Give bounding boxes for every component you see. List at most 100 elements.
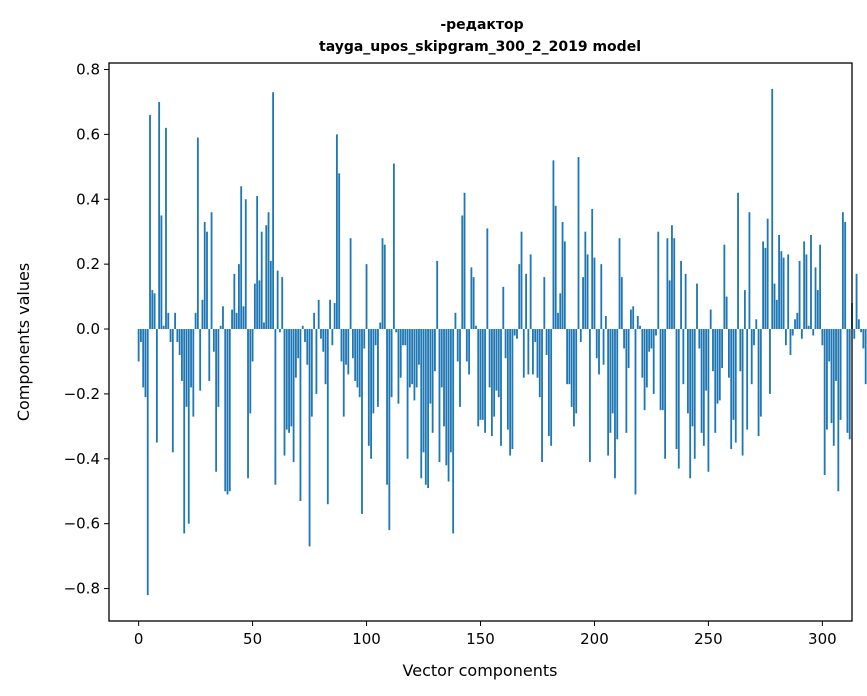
bar-316	[857, 319, 860, 330]
bar-103	[372, 329, 375, 414]
bar-101	[367, 329, 370, 446]
bar-241	[686, 329, 689, 414]
y-tick-label: −0.2	[64, 385, 100, 403]
bar-196	[584, 231, 587, 330]
bar-67	[290, 329, 293, 427]
bar-28	[201, 299, 204, 330]
bar-260	[730, 329, 733, 450]
bar-84	[329, 299, 331, 330]
bar-116	[402, 329, 404, 346]
bar-60	[274, 329, 277, 485]
bar-79	[317, 299, 320, 330]
bar-224	[648, 329, 651, 352]
bar-135	[445, 329, 448, 466]
bar-140	[456, 329, 459, 362]
bar-3	[144, 329, 147, 398]
bar-230	[661, 329, 664, 411]
bar-171	[527, 329, 530, 375]
bar-309	[841, 212, 844, 330]
bar-319	[864, 329, 867, 385]
bar-128	[429, 329, 432, 404]
bar-9	[158, 101, 161, 330]
bar-139	[454, 312, 457, 330]
bar-118	[406, 329, 409, 459]
bar-249	[705, 329, 708, 391]
bar-49	[249, 329, 252, 414]
bar-232	[666, 238, 669, 330]
chart-title-line1: -редактор	[440, 17, 523, 33]
bar-57	[267, 212, 270, 330]
bar-216	[630, 309, 632, 330]
bar-257	[723, 244, 726, 330]
bar-11	[162, 325, 165, 330]
bar-228	[657, 231, 660, 330]
bar-188	[566, 329, 569, 385]
y-tick-label: 0.2	[76, 255, 100, 273]
bar-208	[611, 329, 614, 414]
y-tick-label: 0.6	[76, 125, 100, 143]
bar-107	[381, 238, 384, 330]
bar-248	[702, 329, 705, 446]
bar-86	[333, 303, 336, 330]
bar-191	[573, 329, 575, 427]
bar-192	[575, 329, 578, 414]
bar-258	[725, 296, 728, 330]
bar-231	[664, 329, 667, 459]
bar-34	[215, 329, 218, 472]
bar-142	[461, 215, 464, 330]
bar-29	[203, 221, 206, 330]
bar-77	[313, 312, 316, 330]
bar-163	[509, 329, 512, 456]
bar-25	[194, 312, 197, 330]
bar-281	[778, 234, 780, 330]
bar-292	[803, 241, 806, 330]
bar-90	[342, 329, 345, 417]
bar-117	[404, 329, 407, 346]
bar-70	[297, 329, 300, 359]
bar-218	[634, 329, 637, 495]
bar-308	[839, 329, 842, 420]
bar-36	[219, 325, 222, 330]
bar-180	[547, 329, 550, 437]
bar-311	[846, 329, 849, 433]
bar-219	[636, 316, 639, 330]
bar-303	[828, 329, 831, 362]
bar-37	[222, 306, 224, 330]
bar-242	[689, 329, 692, 479]
bar-41	[231, 309, 233, 330]
y-tick-label: −0.6	[64, 515, 100, 533]
bar-137	[449, 329, 452, 453]
bar-197	[586, 254, 589, 330]
bar-174	[534, 329, 537, 342]
bar-213	[623, 329, 625, 349]
bar-66	[288, 329, 290, 433]
bar-2	[142, 329, 145, 388]
bar-246	[698, 329, 701, 349]
bar-17	[176, 329, 179, 342]
bar-1	[140, 329, 142, 342]
bar-113	[395, 329, 398, 333]
bar-182	[552, 160, 555, 330]
bar-164	[511, 329, 514, 450]
bar-65	[285, 329, 288, 430]
bar-102	[370, 329, 373, 459]
bars-group	[137, 88, 867, 596]
bar-98	[361, 329, 363, 514]
bar-21	[185, 329, 188, 407]
bar-40	[228, 329, 231, 492]
bar-120	[411, 329, 414, 385]
bar-272	[757, 329, 760, 437]
bar-298	[816, 290, 819, 330]
bar-189	[568, 329, 571, 385]
bar-300	[821, 329, 824, 346]
bar-16	[174, 312, 176, 330]
bar-314	[853, 329, 856, 339]
bar-217	[632, 306, 635, 330]
x-axis-ticks: 0 50 100 150 200 250 300	[134, 621, 837, 648]
bar-130	[434, 329, 436, 372]
bar-305	[832, 329, 835, 446]
bar-211	[618, 238, 621, 330]
bar-26	[196, 137, 199, 330]
bar-94	[351, 329, 354, 359]
